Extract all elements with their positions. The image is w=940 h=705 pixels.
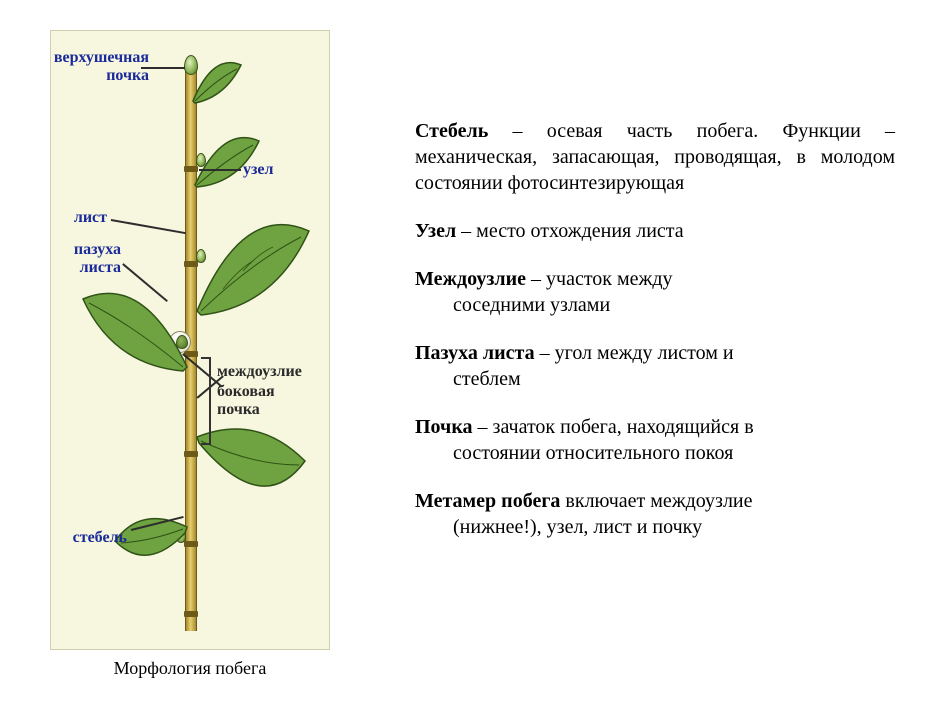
definition-text: – угол между листом и [535, 342, 734, 364]
definition-text: включает междоузлие [560, 490, 752, 512]
diagram-caption: Морфология побега [50, 658, 330, 679]
label-internode: междоузлие [217, 363, 302, 381]
page-canvas: верхушечная почка узел лист пазуха листа… [0, 0, 940, 705]
definition-text-cont: (нижнее!), узел, лист и почку [415, 514, 895, 540]
label-text: почка [106, 67, 149, 84]
label-text: боковая [217, 383, 275, 400]
definition-text-cont: состоянии относительного покоя [415, 440, 895, 466]
label-text: пазуха [74, 241, 121, 258]
definition-item: Метамер побега включает междоузлие (нижн… [415, 488, 895, 540]
definition-text-cont: стеблем [415, 366, 895, 392]
definition-term: Стебель [415, 120, 488, 142]
leaf-icon [79, 281, 191, 381]
label-text: лист [74, 209, 107, 226]
definition-term: Междоузлие [415, 268, 526, 290]
label-leaf: лист [51, 209, 107, 227]
label-text: верхушечная [54, 49, 149, 66]
definition-text: – место отхождения листа [456, 220, 684, 242]
definition-item: Стебель – осевая часть побега. Функции –… [415, 118, 895, 196]
callout-line [199, 169, 241, 171]
label-apical-bud: верхушечная почка [51, 49, 149, 84]
label-stem: стебель [51, 529, 127, 547]
definition-term: Почка [415, 416, 473, 438]
node-band [184, 611, 198, 617]
leaf-icon [193, 211, 313, 321]
callout-line [111, 219, 186, 234]
label-lateral-bud: боковая почка [217, 383, 275, 418]
definition-text: – участок между [526, 268, 673, 290]
definition-item: Почка – зачаток побега, находящийся в со… [415, 414, 895, 466]
internode-bracket-icon [201, 357, 211, 445]
label-text: узел [243, 161, 274, 178]
definition-term: Узел [415, 220, 456, 242]
label-node: узел [243, 161, 274, 179]
definition-text-cont: соседними узлами [415, 292, 895, 318]
definition-item: Пазуха листа – угол между листом и стебл… [415, 340, 895, 392]
definitions-block: Стебель – осевая часть побега. Функции –… [415, 118, 895, 562]
label-text: стебель [73, 529, 127, 546]
label-axil: пазуха листа [51, 241, 121, 276]
diagram-panel: верхушечная почка узел лист пазуха листа… [50, 30, 330, 650]
label-text: междоузлие [217, 363, 302, 380]
definition-text: – зачаток побега, находящийся в [473, 416, 754, 438]
definition-term: Метамер побега [415, 490, 560, 512]
definition-term: Пазуха листа [415, 342, 535, 364]
leaf-icon [191, 57, 246, 107]
label-text: листа [80, 259, 121, 276]
definition-item: Междоузлие – участок между соседними узл… [415, 266, 895, 318]
definition-item: Узел – место отхождения листа [415, 218, 895, 244]
label-text: почка [217, 401, 260, 418]
